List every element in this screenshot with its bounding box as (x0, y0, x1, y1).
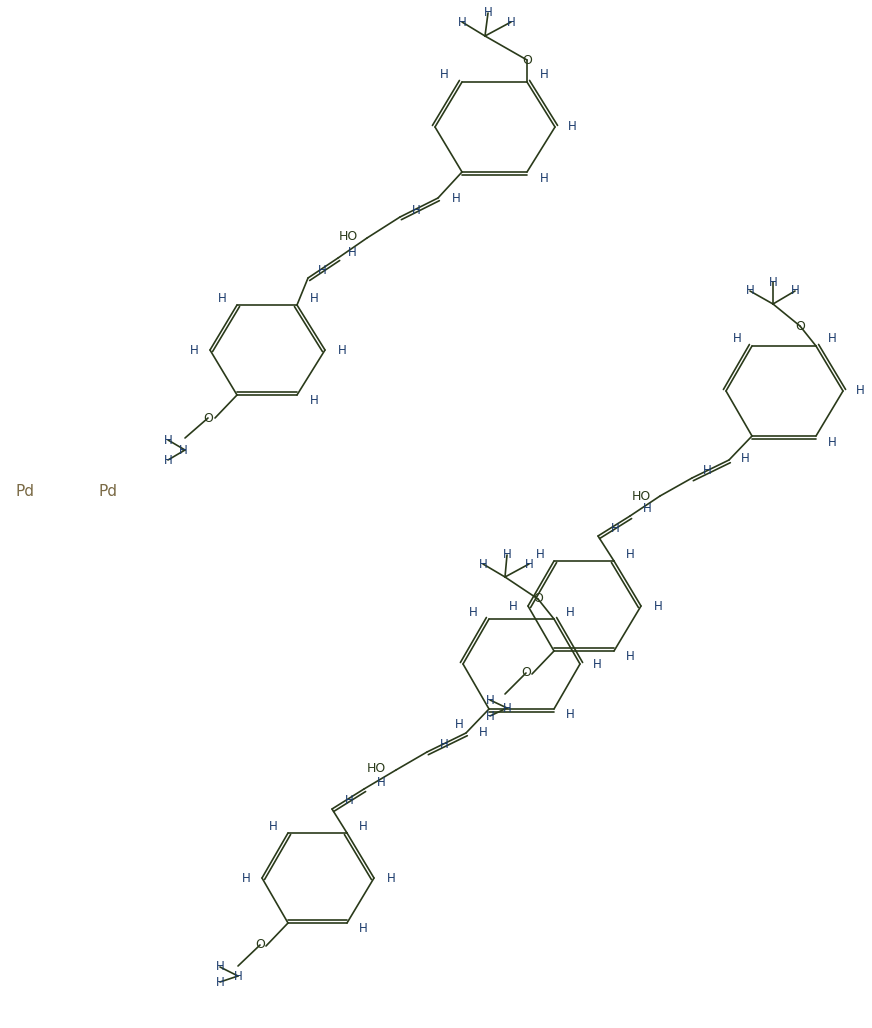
Text: H: H (540, 172, 548, 184)
Text: H: H (593, 658, 602, 670)
Text: H: H (412, 204, 420, 217)
Text: O: O (795, 320, 805, 332)
Text: H: H (502, 549, 511, 561)
Text: H: H (358, 819, 367, 833)
Text: O: O (533, 592, 543, 605)
Text: H: H (310, 394, 318, 406)
Text: O: O (522, 53, 532, 67)
Text: H: H (479, 726, 487, 738)
Text: H: H (377, 775, 385, 788)
Text: H: H (215, 960, 224, 974)
Text: H: H (439, 69, 448, 81)
Text: H: H (643, 503, 651, 515)
Text: H: H (540, 69, 548, 81)
Text: H: H (317, 263, 326, 277)
Text: H: H (179, 443, 187, 456)
Text: H: H (310, 292, 318, 304)
Text: H: H (164, 434, 173, 446)
Text: H: H (625, 548, 634, 560)
Text: H: H (468, 605, 477, 619)
Text: H: H (703, 465, 712, 477)
Text: H: H (525, 557, 534, 571)
Text: H: H (566, 708, 575, 722)
Text: Pd: Pd (16, 484, 35, 500)
Text: H: H (218, 292, 227, 304)
Text: H: H (452, 191, 460, 205)
Text: H: H (348, 246, 357, 258)
Text: H: H (507, 15, 515, 29)
Text: HO: HO (631, 489, 651, 503)
Text: H: H (344, 794, 353, 807)
Text: Pd: Pd (99, 484, 118, 500)
Text: H: H (486, 694, 494, 706)
Text: H: H (164, 453, 173, 467)
Text: H: H (535, 548, 544, 560)
Text: H: H (458, 15, 467, 29)
Text: O: O (203, 411, 213, 425)
Text: H: H (486, 709, 494, 723)
Text: H: H (732, 332, 741, 345)
Text: HO: HO (366, 763, 385, 775)
Text: H: H (828, 332, 836, 345)
Text: H: H (828, 436, 836, 448)
Text: H: H (479, 557, 487, 571)
Text: H: H (768, 276, 777, 289)
Text: H: H (791, 285, 800, 297)
Text: H: H (855, 384, 864, 398)
Text: H: H (337, 343, 346, 357)
Text: H: H (610, 521, 619, 535)
Text: H: H (484, 6, 493, 20)
Text: H: H (502, 701, 511, 714)
Text: H: H (269, 819, 277, 833)
Text: H: H (454, 719, 463, 732)
Text: H: H (234, 969, 242, 983)
Text: H: H (566, 605, 575, 619)
Text: H: H (358, 922, 367, 935)
Text: HO: HO (338, 230, 358, 244)
Text: H: H (215, 976, 224, 989)
Text: O: O (521, 666, 531, 680)
Text: H: H (386, 872, 395, 884)
Text: H: H (242, 872, 250, 884)
Text: H: H (740, 452, 749, 466)
Text: H: H (439, 737, 448, 750)
Text: H: H (746, 285, 754, 297)
Text: H: H (625, 651, 634, 663)
Text: H: H (189, 343, 198, 357)
Text: H: H (568, 120, 576, 134)
Text: H: H (508, 599, 517, 613)
Text: H: H (654, 599, 663, 613)
Text: O: O (255, 939, 265, 952)
